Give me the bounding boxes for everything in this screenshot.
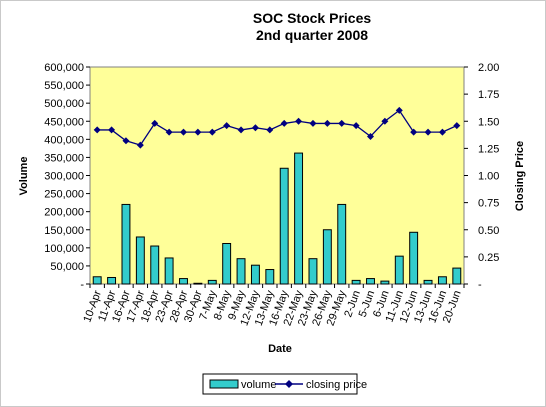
right-tick-label: 1.50 [478,116,499,128]
left-tick-label: 150,000 [44,225,84,237]
left-tick-label: 250,000 [44,189,84,201]
volume-bar [207,279,217,285]
plot-area [89,66,465,285]
closing-price-point [165,128,173,136]
closing-price-point [367,132,374,140]
right-tick-label: 0.25 [478,252,499,264]
volume-bar [150,245,160,285]
closing-price-point [381,117,389,125]
volume-bar [179,278,188,285]
right-axis-ticks: 2.00 1.75 1.50 1.25 1.00 0.75 0.50 0.25 - [464,62,499,291]
volume-bar [337,203,347,285]
closing-price-point [453,122,461,130]
closing-price-point [424,128,432,136]
legend-price-label: closing price [306,379,367,391]
right-tick-label: 0.75 [478,198,499,210]
closing-price-point [251,124,259,132]
closing-price-point [438,128,446,136]
closing-price-point [338,119,346,127]
closing-price-point [352,122,360,130]
left-tick-label: 50,000 [50,261,84,273]
right-tick-label: 1.25 [478,143,499,155]
x-axis-title: Date [268,343,292,355]
closing-price-point [410,128,418,136]
volume-bar [322,229,332,285]
volume-bar [250,264,260,285]
left-tick-label: 600,000 [44,62,84,74]
closing-price-point [180,128,187,136]
closing-price-point [395,106,403,114]
closing-price-point [280,119,288,127]
volume-bar [135,236,145,285]
volume-bar [193,282,203,285]
left-axis-title: Volume [18,157,30,196]
left-tick-label: 400,000 [44,134,84,146]
left-tick-label: 200,000 [44,207,84,219]
volume-bar [121,203,131,285]
closing-price-point [295,117,303,125]
closing-price-point [266,126,274,134]
closing-price-point [323,119,331,127]
left-tick-label: 450,000 [44,116,84,128]
right-tick-label: - [478,279,482,291]
volume-bar [92,276,102,285]
volume-bar [437,276,447,285]
legend-price-marker [285,380,293,388]
volume-bar [265,269,275,285]
x-axis-ticks: 10-Apr11-Apr16-Apr17-Apr18-Apr23-Apr28-A… [81,284,465,328]
right-tick-label: 2.00 [478,62,499,74]
volume-bar [351,279,361,285]
volume-bar [366,278,375,285]
volume-bars [92,152,462,285]
closing-price-point [151,119,159,127]
left-tick-label: 550,000 [44,80,84,92]
volume-bar [222,242,232,285]
left-tick-label: 300,000 [44,171,84,183]
chart-title: SOC Stock Prices [253,10,371,26]
legend: volume closing price [202,373,367,395]
volume-bar [409,231,419,285]
closing-price-point [194,128,202,136]
closing-price-point [93,126,101,134]
volume-bar [164,257,174,285]
volume-bar [308,258,318,285]
closing-price-polyline [97,109,458,146]
closing-price-point [122,137,130,145]
volume-bar [452,267,462,285]
legend-volume-swatch [209,379,239,389]
closing-price-point [237,126,245,134]
volume-bar [279,167,289,285]
closing-price-line [93,106,461,149]
closing-price-point [136,141,144,149]
volume-bar [380,280,390,285]
left-tick-label: 500,000 [44,98,84,110]
volume-bar [423,279,433,285]
left-tick-label: 100,000 [44,243,84,255]
chart-subtitle: 2nd quarter 2008 [256,27,368,43]
volume-bar [394,255,404,285]
closing-price-point [309,119,317,127]
right-tick-label: 1.75 [478,89,499,101]
closing-price-point [223,122,231,130]
volume-bar [107,276,117,285]
volume-bar [294,152,304,285]
legend-volume-label: volume [241,379,276,391]
right-tick-label: 0.50 [478,225,499,237]
left-tick-label: - [80,279,84,291]
right-tick-label: 1.00 [478,171,499,183]
left-tick-label: 350,000 [44,152,84,164]
volume-bar [236,258,246,285]
left-axis-ticks: 600,000 550,000 500,000 450,000 400,000 350,0… [44,62,90,291]
closing-price-point [108,126,116,134]
closing-price-point [208,128,216,136]
right-axis-title: Closing Price [514,141,526,211]
